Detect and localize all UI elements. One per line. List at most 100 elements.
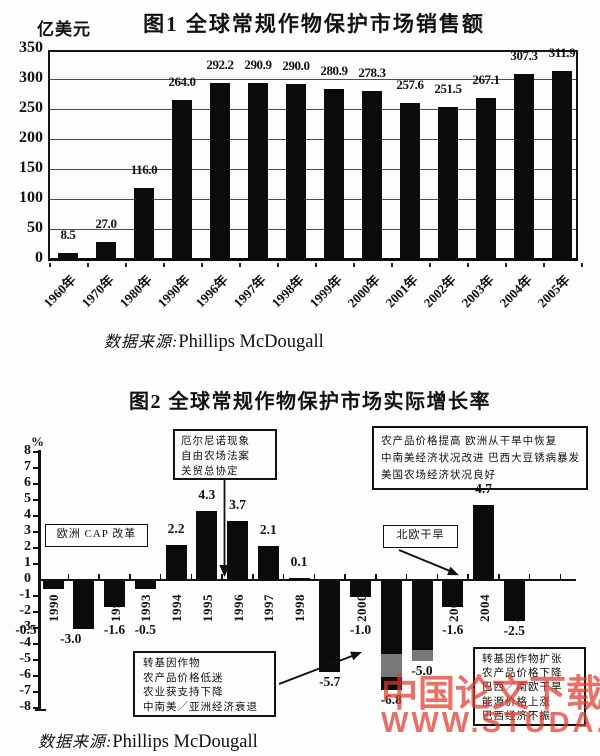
gridline	[50, 79, 576, 80]
x-axis-tick	[190, 574, 193, 580]
chart1-source-name: Phillips McDougall	[178, 332, 324, 352]
y-axis-tick-label: 6	[24, 474, 31, 490]
bar-value-label: 2.1	[259, 522, 277, 538]
bar-value-label: 311.9	[548, 44, 576, 60]
bar-value-label: 2.2	[167, 520, 185, 536]
y-axis-tick-label: -5	[19, 650, 31, 666]
bar-value-label: -1.0	[349, 622, 372, 637]
bar-value-label: -6.8	[380, 691, 402, 707]
x-axis-tick	[467, 263, 469, 267]
chart2-title: 图2 全球常规作物保护市场实际增长率	[129, 391, 491, 413]
bar	[42, 581, 64, 589]
chart1-plot-area	[48, 50, 578, 261]
x-axis-tick	[344, 574, 346, 580]
y-axis-tick-label: -7	[19, 682, 31, 698]
x-axis-tick	[467, 574, 469, 580]
annotation-text: 农产品价格低迷	[143, 672, 224, 684]
y-axis-tick	[33, 563, 38, 565]
bar-value-label: -1.6	[103, 622, 126, 637]
y-axis-tick-label: -8	[19, 698, 31, 714]
bar-value-label: 307.3	[510, 47, 538, 63]
y-axis-tick	[33, 627, 38, 629]
bar-value-label: 292.2	[206, 56, 234, 72]
x-axis-tick	[405, 574, 408, 580]
annotation-text: 转基因作物	[143, 658, 201, 669]
y-axis-tick-label: -2	[19, 602, 31, 618]
y-axis-tick	[33, 707, 38, 709]
bar-value-label: 27.0	[95, 215, 117, 231]
x-axis-tick	[429, 263, 431, 267]
x-axis-tick	[221, 574, 223, 580]
chart2-y-axis-foot-tick	[35, 709, 46, 711]
bar-value-label: 0.1	[290, 554, 308, 570]
chart2-zero-line	[38, 578, 576, 582]
y-axis-tick-label: 100	[19, 189, 43, 206]
bar	[380, 581, 402, 690]
bar-fade-artifact	[380, 653, 402, 677]
x-axis-tick	[239, 263, 241, 267]
annotation-box-north-europe-drought: 北欧干旱	[383, 525, 458, 548]
x-axis-tick	[87, 263, 89, 267]
chart2-source: 数据来源:Phillips McDougall	[38, 728, 258, 753]
y-axis-tick-label: 250	[19, 99, 43, 116]
bar-value-label: 257.6	[396, 77, 424, 93]
y-axis-tick	[33, 675, 38, 677]
annotation-text: 厄尔尼诺现象	[181, 436, 250, 447]
bar	[104, 581, 125, 607]
chart1-title: 图1 全球常规作物保护市场销售额	[143, 12, 485, 36]
annotation-text: 能源价格上涨	[482, 696, 551, 708]
chart2-source-prefix: 数据来源:	[38, 734, 113, 751]
bar-value-label: -1.6	[442, 622, 464, 637]
x-axis-tick	[375, 574, 377, 580]
bar	[134, 188, 154, 258]
bar	[442, 581, 464, 607]
y-axis-tick-label: 5	[24, 490, 31, 506]
x-axis-tick	[125, 263, 127, 267]
gridline	[50, 229, 576, 230]
x-axis-tick	[505, 263, 507, 267]
x-axis-tick	[282, 574, 285, 580]
bar	[96, 241, 116, 258]
annotation-text: 自由农场法案	[181, 451, 250, 462]
y-axis-tick-label: 3	[24, 522, 31, 538]
x-axis-tick	[129, 574, 131, 580]
x-axis-tick	[353, 263, 355, 267]
y-axis-tick	[33, 515, 38, 517]
y-axis-tick-label: 300	[19, 69, 43, 86]
y-axis-tick-label: 2	[24, 538, 31, 554]
y-axis-tick-label: 50	[27, 219, 43, 236]
bar	[473, 504, 494, 580]
annotation-text: 欧洲 CAP 改革	[56, 528, 137, 540]
x-axis-tick	[528, 574, 531, 580]
y-axis-tick-label: 1	[24, 554, 31, 570]
bar	[476, 97, 496, 258]
y-axis-tick-label: -3	[19, 618, 31, 634]
x-axis-tick-label: 1997	[261, 594, 277, 622]
bar-value-label: 4.3	[198, 487, 216, 503]
y-axis-tick	[33, 483, 38, 485]
y-axis-tick-label: 7	[24, 458, 31, 474]
bar-value-label: 290.9	[244, 57, 272, 73]
y-axis-tick-label: -4	[19, 634, 31, 650]
y-axis-tick	[33, 659, 38, 661]
x-axis-tick	[98, 574, 100, 580]
bar	[58, 252, 78, 258]
annotation-text: 关贸总协定	[181, 466, 239, 477]
bar	[411, 581, 433, 661]
x-axis-tick	[163, 263, 165, 267]
bar-value-label: 3.7	[229, 496, 246, 512]
annotation-text: 农产品价格提高 欧洲从干旱中恢复	[381, 436, 558, 447]
y-axis-tick-label: 150	[19, 159, 43, 176]
bar	[503, 581, 525, 621]
bar	[248, 83, 268, 258]
x-axis-tick	[315, 263, 317, 267]
x-axis-tick	[581, 263, 583, 267]
bar	[172, 99, 192, 258]
annotation-text: 农业获支持下降	[143, 687, 224, 698]
x-axis-tick	[559, 574, 562, 580]
x-axis-tick	[313, 574, 316, 580]
north-europe-arrow-line	[398, 549, 451, 572]
bar	[288, 578, 310, 580]
y-axis-tick-label: 0	[35, 249, 43, 266]
y-axis-tick	[33, 691, 38, 693]
